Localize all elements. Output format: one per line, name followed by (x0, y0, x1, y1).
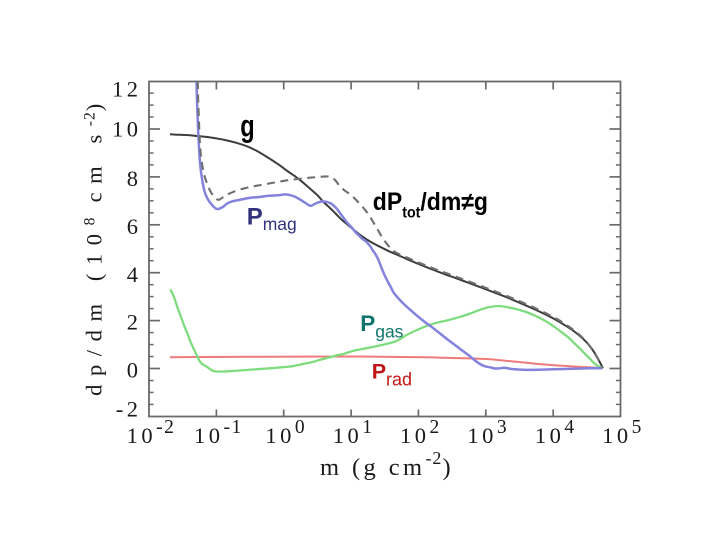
svg-text:dp/dm (108 cm s-2): dp/dm (108 cm s-2) (82, 95, 107, 396)
svg-text:2: 2 (127, 309, 142, 334)
svg-text:4: 4 (127, 262, 142, 287)
svg-text:10: 10 (112, 117, 142, 142)
svg-text:103: 103 (467, 417, 508, 448)
svg-text:8: 8 (127, 166, 142, 191)
svg-text:12: 12 (112, 76, 142, 101)
svg-text:-2: -2 (116, 397, 142, 422)
svg-text:g: g (240, 108, 254, 143)
svg-text:0: 0 (127, 358, 142, 383)
svg-text:6: 6 (127, 214, 142, 239)
svg-text:dPtot/dm≠g: dPtot/dm≠g (373, 188, 488, 222)
